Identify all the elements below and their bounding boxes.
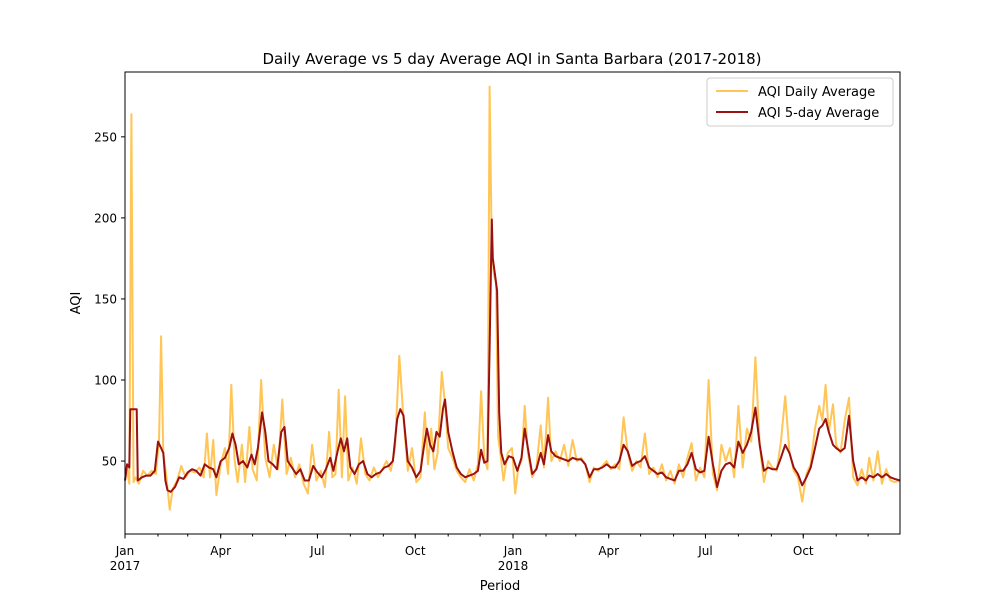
x-tick-label: Jul bbox=[309, 544, 324, 558]
x-tick-label: Oct bbox=[405, 544, 426, 558]
y-axis-label: AQI bbox=[69, 292, 84, 315]
plot-frame bbox=[124, 71, 901, 535]
legend: AQI Daily Average AQI 5-day Average bbox=[706, 77, 894, 127]
x-axis-label: Period bbox=[480, 579, 521, 594]
x-tick-label: Jan bbox=[503, 544, 523, 558]
chart-title: Daily Average vs 5 day Average AQI in Sa… bbox=[262, 50, 761, 68]
x-tick-label: Oct bbox=[793, 544, 814, 558]
x-tick-year-label: 2018 bbox=[498, 559, 529, 573]
legend-box bbox=[706, 77, 894, 127]
x-tick-label: Jan bbox=[115, 544, 135, 558]
y-tick-label: 50 bbox=[102, 455, 117, 469]
x-tick-label: Apr bbox=[598, 544, 619, 558]
y-tick-label: 200 bbox=[94, 211, 117, 225]
x-tick-label: Apr bbox=[210, 544, 231, 558]
series-line-5day-average bbox=[124, 218, 901, 493]
y-tick-label: 250 bbox=[94, 130, 117, 144]
y-tick-label: 150 bbox=[94, 292, 117, 306]
x-tick-year-label: 2017 bbox=[110, 559, 141, 573]
plot-area bbox=[124, 71, 901, 535]
y-axis: 50 100 150 200 250 bbox=[94, 130, 125, 469]
series-layer bbox=[124, 85, 901, 511]
legend-label-5day: AQI 5-day Average bbox=[758, 106, 879, 121]
y-tick-label: 100 bbox=[94, 374, 117, 388]
legend-label-daily: AQI Daily Average bbox=[758, 85, 875, 100]
x-tick-label: Jul bbox=[697, 544, 712, 558]
